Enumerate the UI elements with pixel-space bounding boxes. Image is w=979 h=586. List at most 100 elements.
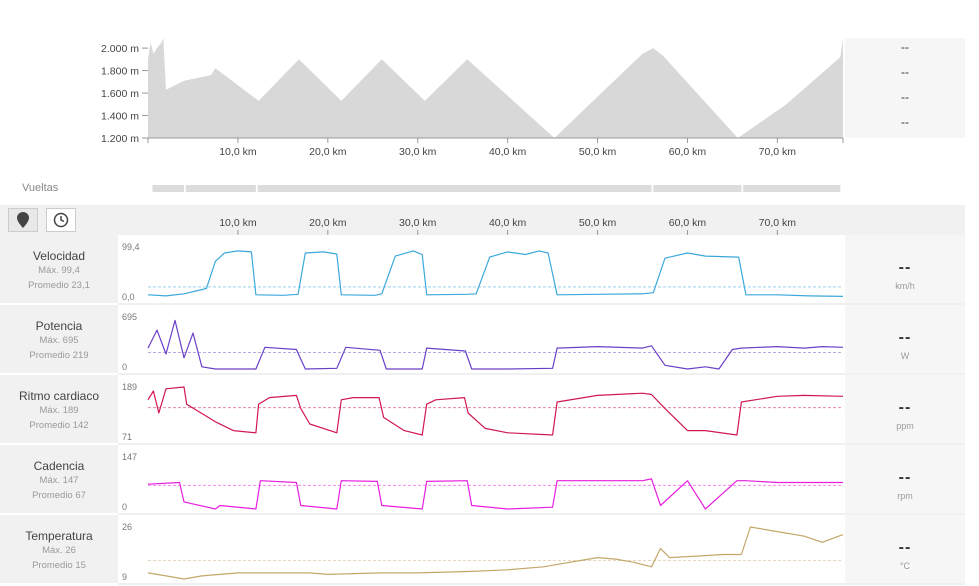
elevation-y-tick-label: 1.800 m xyxy=(101,66,139,78)
metric-cadence-chart: 147 0 xyxy=(118,452,965,515)
elevation-chart: 2.000 m 1.800 m 1.600 m 1.400 m 1.200 m 10,0 … xyxy=(0,0,979,170)
elevation-x-tick-label: 60,0 km xyxy=(669,146,707,158)
elevation-x-tick-label: 40,0 km xyxy=(489,146,527,158)
metric-hr-panel: Ritmo cardiaco Máx. 189 Promedio 142 xyxy=(0,375,118,443)
metric-cadence-unit: rpm xyxy=(897,491,913,501)
metric-cadence-labels: Cadencia Máx. 147 Promedio 67 xyxy=(0,459,118,503)
elevation-area xyxy=(148,38,843,138)
distance-axis: 10,0 km 20,0 km 30,0 km 40,0 km 50,0 km 60,0 … xyxy=(219,217,797,235)
metric-temp-name: Temperatura xyxy=(25,529,93,543)
metric-hr-avg: Promedio 142 xyxy=(29,420,89,431)
distance-axis-tick-label: 30,0 km xyxy=(399,217,437,229)
metric-power-chart: 695 0 xyxy=(118,312,965,375)
metric-hr-current-value: -- xyxy=(898,399,912,416)
metric-power-panel: Potencia Máx. 695 Promedio 219 xyxy=(0,305,118,373)
metric-speed-line xyxy=(147,250,844,297)
elevation-x-tick-label: 10,0 km xyxy=(219,146,257,158)
metric-power-y-max-label: 695 xyxy=(122,312,137,322)
metric-hr-line xyxy=(147,386,844,436)
metric-power-line xyxy=(147,319,844,370)
elevation-y-tick-label: 1.200 m xyxy=(101,133,139,145)
metric-cadence-value-panel: -- rpm xyxy=(845,445,965,513)
lap-segment[interactable] xyxy=(185,185,256,192)
metric-speed-unit: km/h xyxy=(895,281,915,291)
metric-power-labels: Potencia Máx. 695 Promedio 219 xyxy=(0,319,118,363)
elevation-x-tick-label: 50,0 km xyxy=(579,146,617,158)
clock-icon xyxy=(53,212,69,228)
time-mode-button[interactable] xyxy=(46,208,76,232)
metric-power-unit: W xyxy=(900,351,910,361)
metric-temp-unit: °C xyxy=(899,561,911,571)
metric-speed-name: Velocidad xyxy=(32,249,86,263)
metric-speed-y-max-label: 99,4 xyxy=(122,242,140,252)
metric-power-value-panel: -- W xyxy=(845,305,965,373)
metric-speed-avg: Promedio 23,1 xyxy=(28,280,90,291)
distance-mode-button[interactable] xyxy=(8,208,38,232)
distance-axis-tick-label: 50,0 km xyxy=(579,217,617,229)
elevation-value-3: -- xyxy=(901,90,909,104)
metric-cadence-line xyxy=(147,478,843,510)
metric-power-current-value: -- xyxy=(898,329,912,346)
elevation-y-tick-label: 2.000 m xyxy=(101,43,139,55)
metric-temp-panel: Temperatura Máx. 26 Promedio 15 xyxy=(0,515,118,583)
metric-cadence-name: Cadencia xyxy=(33,459,85,473)
elevation-y-tick-label: 1.400 m xyxy=(101,111,139,123)
elevation-value-2: -- xyxy=(901,65,909,79)
metric-hr-value-panel: -- ppm xyxy=(845,375,965,443)
metric-temp-value-panel: -- °C xyxy=(845,515,965,583)
metric-hr-labels: Ritmo cardiaco Máx. 189 Promedio 142 xyxy=(0,389,118,433)
distance-axis-tick-label: 10,0 km xyxy=(219,217,257,229)
metric-speed-max: Máx. 99,4 xyxy=(38,265,80,276)
metric-hr-unit: ppm xyxy=(896,421,914,431)
metric-temp-max: Máx. 26 xyxy=(42,545,76,556)
metric-temp-y-max-label: 26 xyxy=(122,522,132,532)
elevation-x-tick-label: 70,0 km xyxy=(759,146,797,158)
metric-temp-line xyxy=(147,526,844,580)
metric-temp-avg: Promedio 15 xyxy=(32,560,86,571)
metric-speed-value-panel: -- km/h xyxy=(845,235,965,303)
distance-axis-tick-label: 70,0 km xyxy=(759,217,797,229)
elevation-y-tick-label: 1.600 m xyxy=(101,88,139,100)
laps-bar[interactable] xyxy=(0,180,979,200)
elevation-side-panel xyxy=(845,38,965,138)
lap-segment[interactable] xyxy=(653,185,742,192)
metric-temp-labels: Temperatura Máx. 26 Promedio 15 xyxy=(0,529,118,573)
metric-cadence-panel: Cadencia Máx. 147 Promedio 67 xyxy=(0,445,118,513)
lap-segment[interactable] xyxy=(743,185,841,192)
distance-axis-tick-label: 40,0 km xyxy=(489,217,527,229)
elevation-x-tick-label: 20,0 km xyxy=(309,146,347,158)
elevation-value-4: -- xyxy=(901,115,909,129)
metric-power-y-min-label: 0 xyxy=(122,362,127,372)
metric-cadence-y-max-label: 147 xyxy=(122,452,137,462)
distance-axis-tick-label: 60,0 km xyxy=(669,217,707,229)
metric-cadence-avg: Promedio 67 xyxy=(32,490,86,501)
metric-cadence-y-min-label: 0 xyxy=(122,502,127,512)
metric-power-name: Potencia xyxy=(35,319,83,333)
distance-axis-tick-label: 20,0 km xyxy=(309,217,347,229)
elevation-value-1: -- xyxy=(901,40,909,54)
laps-label: Vueltas xyxy=(22,182,59,194)
metric-speed-panel: Velocidad Máx. 99,4 Promedio 23,1 xyxy=(0,235,118,303)
toolbar xyxy=(0,205,965,235)
metric-temp-y-min-label: 9 xyxy=(122,572,127,582)
metric-hr-y-min-label: 71 xyxy=(122,432,132,442)
elevation-plot: 2.000 m 1.800 m 1.600 m 1.400 m 1.200 m 10,0 … xyxy=(101,38,965,158)
metric-speed-labels: Velocidad Máx. 99,4 Promedio 23,1 xyxy=(0,249,118,293)
metric-speed-y-min-label: 0,0 xyxy=(122,292,135,302)
metric-hr-chart: 189 71 xyxy=(118,382,965,445)
metric-power-max: Máx. 695 xyxy=(39,335,79,346)
metric-hr-max: Máx. 189 xyxy=(39,405,79,416)
metric-cadence-max: Máx. 147 xyxy=(39,475,79,486)
map-pin-icon xyxy=(17,212,29,228)
metric-speed-chart: 99,4 0,0 xyxy=(118,242,965,305)
metric-hr-y-max-label: 189 xyxy=(122,382,137,392)
metric-cadence-current-value: -- xyxy=(898,469,912,486)
metric-temp-current-value: -- xyxy=(898,539,912,556)
lap-segment[interactable] xyxy=(152,185,184,192)
elevation-x-tick-label: 30,0 km xyxy=(399,146,437,158)
lap-segment[interactable] xyxy=(257,185,652,192)
metric-speed-current-value: -- xyxy=(898,259,912,276)
metric-temp-chart: 26 9 xyxy=(118,522,965,585)
metric-hr-name: Ritmo cardiaco xyxy=(18,389,100,403)
metric-power-avg: Promedio 219 xyxy=(29,350,89,361)
